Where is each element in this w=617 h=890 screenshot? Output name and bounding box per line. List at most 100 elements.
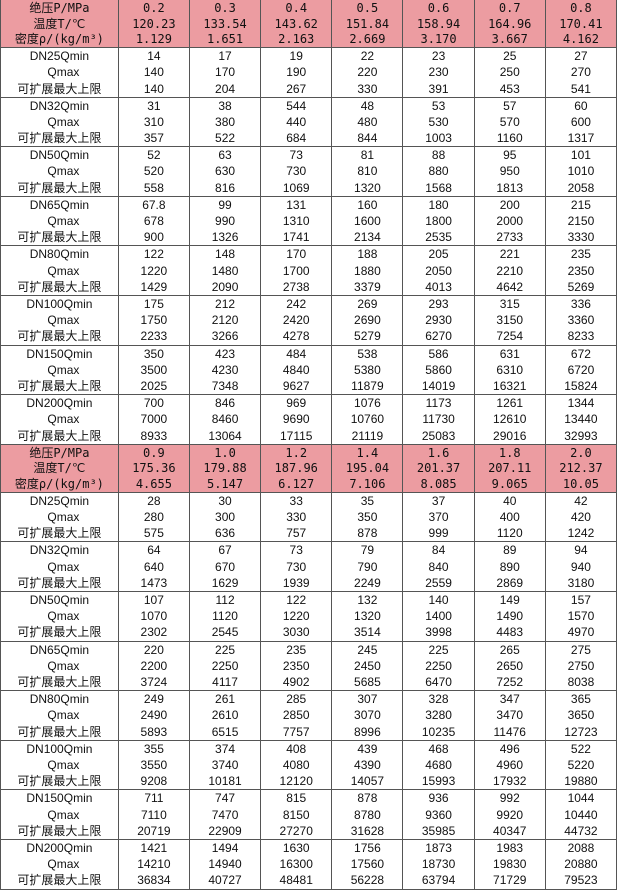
- limit-value: 453: [499, 81, 520, 96]
- qmin-text: Qmin: [60, 493, 90, 508]
- dn-value-column: 1076 10760 21119: [332, 395, 404, 444]
- qmax-value: 2930: [425, 313, 452, 328]
- dn-value-column: 22 220 330: [332, 48, 404, 97]
- dn-label-column: DN25 Qmin Qmax 可扩展最大上限: [1, 48, 119, 97]
- limit-value: 391: [428, 81, 449, 96]
- qmax-value: 4230: [211, 362, 239, 377]
- qmin-value: 73: [289, 148, 303, 163]
- limit-value: 56228: [350, 873, 385, 888]
- dn-value-column: 30 300 636: [190, 492, 262, 542]
- header-value-column: 1.2 187.96 6.127: [261, 444, 333, 492]
- qmax-value: 13440: [564, 412, 598, 427]
- qmax-value: 2050: [425, 263, 452, 278]
- qmax-value: 18730: [421, 857, 456, 872]
- dn-value-column: 148 1480 2090: [190, 246, 262, 295]
- dn-value-column: 200 2000 2733: [475, 196, 546, 246]
- dn-value-column: 57 570 1160: [475, 97, 546, 147]
- qmin-value: 67.8: [142, 197, 166, 212]
- qmin-value: 328: [428, 692, 449, 707]
- limit-label: 可扩展最大上限: [17, 724, 102, 739]
- limit-value: 10181: [208, 774, 242, 789]
- qmax-value: 220: [357, 65, 378, 80]
- qmax-value: 280: [143, 510, 164, 525]
- density-value: 2.163: [278, 32, 315, 47]
- density-value: 2.669: [349, 32, 386, 47]
- limit-value: 44732: [564, 823, 598, 838]
- limit-value: 19880: [564, 774, 598, 789]
- qmin-value: 408: [286, 741, 307, 756]
- qmin-value: 38: [218, 98, 232, 113]
- dn-value-column: 1873 18730 63794: [403, 839, 475, 889]
- qmax-value: 3650: [567, 708, 595, 723]
- limit-value: 4902: [282, 675, 310, 690]
- qmin-label: DN200 Qmin: [1, 395, 118, 411]
- limit-value: 1629: [211, 575, 239, 590]
- limit-value: 12723: [564, 724, 598, 739]
- dn-value-column: 33 330 757: [261, 492, 333, 542]
- limit-value: 1568: [425, 180, 452, 195]
- limit-label: 可扩展最大上限: [17, 81, 102, 96]
- qmin-label: DN25 Qmin: [1, 48, 118, 64]
- qmin-value: 1983: [496, 841, 524, 855]
- qmax-value: 1490: [496, 609, 524, 624]
- qmin-value: 35: [360, 493, 375, 508]
- qmax-value: 3360: [567, 313, 595, 328]
- qmin-value: 64: [147, 543, 161, 558]
- qmin-label: DN100 Qmin: [1, 741, 118, 757]
- temperature-value: 207.11: [488, 461, 532, 476]
- qmax-value: 570: [499, 114, 520, 129]
- dn-size: DN80: [29, 247, 61, 262]
- temperature-value: 170.41: [559, 16, 603, 31]
- dn-value-column: 112 1120 2545: [190, 591, 262, 641]
- qmin-value: 27: [574, 49, 588, 64]
- qmin-value: 53: [431, 98, 446, 113]
- qmax-value: 2150: [567, 214, 595, 229]
- dn-value-column: 815 8150 27270: [261, 790, 333, 839]
- limit-value: 17115: [279, 428, 313, 443]
- limit-value: 79523: [564, 873, 598, 888]
- qmax-value: 3740: [211, 758, 239, 773]
- dn-value-column: 631 6310 16321: [475, 345, 546, 395]
- qmax-value: 2850: [282, 708, 310, 723]
- density-value: 7.106: [349, 476, 386, 491]
- dn-size: DN200: [26, 841, 64, 855]
- limit-value: 9208: [140, 774, 168, 789]
- qmin-value: 112: [215, 593, 235, 608]
- qmax-value: 19830: [493, 857, 527, 872]
- temperature-value: 201.37: [416, 461, 461, 476]
- dn-value-column: 63 630 816: [190, 147, 262, 196]
- qmax-value: 14940: [208, 857, 242, 872]
- qmax-value: 400: [499, 510, 520, 525]
- dn-value-column: 67 670 1629: [190, 542, 262, 591]
- limit-value: 2869: [496, 575, 524, 590]
- qmin-label: DN65 Qmin: [1, 642, 118, 658]
- limit-label: 可扩展最大上限: [17, 428, 102, 443]
- dn-value-column: 79 790 2249: [332, 542, 404, 591]
- pressure-label: 绝压P/MPa: [29, 445, 90, 460]
- limit-value: 1120: [496, 526, 523, 541]
- qmin-value: 1173: [425, 396, 452, 411]
- limit-value: 2535: [425, 230, 452, 245]
- dn-size: DN100: [26, 741, 64, 756]
- qmin-value: 293: [428, 297, 449, 312]
- limit-value: 3379: [354, 279, 381, 294]
- qmin-label: DN50 Qmin: [1, 147, 118, 163]
- pressure-value: 1.6: [427, 445, 450, 460]
- dn-value-column: 48 480 844: [332, 97, 404, 147]
- qmax-label: Qmax: [47, 609, 80, 624]
- dn-size: DN32: [29, 543, 61, 558]
- limit-value: 2025: [140, 379, 168, 394]
- dn-label-column: DN200 Qmin Qmax 可扩展最大上限: [1, 395, 119, 444]
- qmin-value: 42: [574, 493, 588, 508]
- qmax-value: 2200: [140, 658, 168, 673]
- limit-label: 可扩展最大上限: [17, 180, 102, 195]
- qmin-text: Qmin: [60, 692, 90, 707]
- qmin-value: 148: [215, 247, 236, 262]
- qmin-value: 468: [428, 741, 449, 756]
- limit-value: 1813: [496, 180, 524, 195]
- limit-value: 22909: [208, 823, 242, 838]
- header-value-column: 0.8 170.41 4.162: [546, 0, 617, 47]
- dn-value-column: 140 1400 3998: [403, 591, 475, 641]
- qmin-text: Qmin: [60, 247, 90, 262]
